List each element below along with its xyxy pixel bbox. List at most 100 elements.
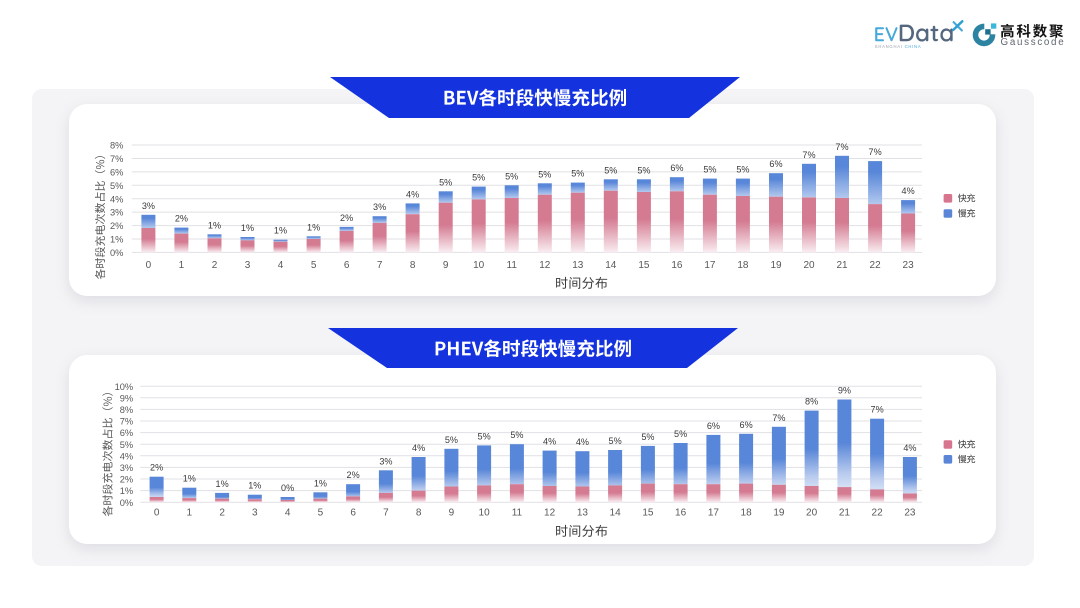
svg-text:4%: 4% (412, 443, 425, 453)
svg-text:5%: 5% (120, 440, 133, 450)
svg-text:5%: 5% (674, 429, 687, 439)
svg-text:15: 15 (642, 508, 654, 519)
svg-text:7%: 7% (835, 142, 848, 152)
svg-text:21: 21 (836, 260, 848, 271)
svg-text:1: 1 (187, 508, 193, 519)
svg-text:5%: 5% (736, 165, 749, 175)
svg-text:3%: 3% (379, 456, 392, 466)
svg-text:6: 6 (350, 508, 356, 519)
svg-text:8%: 8% (110, 141, 123, 151)
svg-text:10: 10 (479, 508, 491, 519)
svg-text:4%: 4% (903, 443, 916, 453)
svg-text:6%: 6% (110, 168, 123, 178)
svg-text:4%: 4% (120, 451, 133, 461)
svg-text:5%: 5% (641, 432, 654, 442)
svg-text:12: 12 (544, 508, 556, 519)
svg-text:3: 3 (252, 508, 258, 519)
svg-text:5%: 5% (609, 436, 622, 446)
svg-text:7%: 7% (772, 413, 785, 423)
svg-text:1%: 1% (216, 479, 229, 489)
svg-text:4: 4 (278, 260, 284, 271)
svg-text:20: 20 (803, 260, 815, 271)
svg-text:23: 23 (903, 260, 915, 271)
svg-text:2%: 2% (340, 213, 353, 223)
svg-text:2%: 2% (110, 221, 123, 231)
svg-text:13: 13 (572, 260, 584, 271)
svg-text:17: 17 (704, 260, 716, 271)
svg-text:16: 16 (671, 260, 683, 271)
svg-text:7%: 7% (802, 150, 815, 160)
svg-text:9%: 9% (120, 393, 133, 403)
svg-text:7%: 7% (871, 405, 884, 415)
svg-text:0%: 0% (281, 483, 294, 493)
svg-text:1%: 1% (208, 220, 221, 230)
svg-text:5: 5 (318, 508, 324, 519)
svg-text:9%: 9% (838, 386, 851, 396)
svg-text:19: 19 (773, 508, 785, 519)
svg-text:5%: 5% (445, 435, 458, 445)
svg-text:1%: 1% (241, 223, 254, 233)
svg-text:5%: 5% (703, 165, 716, 175)
svg-text:20: 20 (806, 508, 818, 519)
svg-text:5%: 5% (510, 430, 523, 440)
svg-text:3%: 3% (120, 463, 133, 473)
svg-text:22: 22 (870, 260, 882, 271)
svg-text:5%: 5% (571, 169, 584, 179)
svg-text:3: 3 (245, 260, 251, 271)
svg-text:4%: 4% (406, 189, 419, 199)
svg-text:1%: 1% (307, 222, 320, 232)
svg-text:5%: 5% (637, 165, 650, 175)
svg-text:6%: 6% (740, 420, 753, 430)
svg-text:7%: 7% (869, 147, 882, 157)
svg-text:5: 5 (311, 260, 317, 271)
svg-text:18: 18 (741, 508, 753, 519)
svg-text:8: 8 (416, 508, 422, 519)
svg-text:0%: 0% (120, 498, 133, 508)
svg-text:6%: 6% (769, 159, 782, 169)
svg-text:8%: 8% (805, 397, 818, 407)
svg-text:3%: 3% (110, 208, 123, 218)
svg-text:1%: 1% (274, 226, 287, 236)
svg-text:9: 9 (449, 508, 455, 519)
svg-text:5%: 5% (604, 165, 617, 175)
svg-text:14: 14 (610, 508, 622, 519)
svg-text:2%: 2% (150, 463, 163, 473)
svg-text:23: 23 (904, 508, 916, 519)
svg-text:9: 9 (443, 260, 449, 271)
svg-text:10%: 10% (115, 382, 134, 392)
svg-text:2%: 2% (120, 475, 133, 485)
svg-text:21: 21 (839, 508, 851, 519)
svg-text:4%: 4% (543, 437, 556, 447)
svg-text:6%: 6% (707, 421, 720, 431)
svg-text:0: 0 (146, 260, 152, 271)
svg-text:15: 15 (638, 260, 650, 271)
svg-text:5%: 5% (478, 431, 491, 441)
svg-text:12: 12 (539, 260, 551, 271)
svg-text:16: 16 (675, 508, 687, 519)
svg-text:4%: 4% (902, 186, 915, 196)
svg-text:7: 7 (383, 508, 389, 519)
svg-text:0%: 0% (110, 248, 123, 258)
svg-text:1%: 1% (314, 478, 327, 488)
svg-text:1%: 1% (183, 474, 196, 484)
svg-text:11: 11 (507, 260, 518, 271)
svg-text:6%: 6% (670, 163, 683, 173)
svg-text:4%: 4% (110, 194, 123, 204)
svg-text:17: 17 (708, 508, 720, 519)
svg-text:19: 19 (770, 260, 782, 271)
svg-text:1%: 1% (120, 486, 133, 496)
svg-text:2%: 2% (347, 470, 360, 480)
svg-text:11: 11 (512, 508, 523, 519)
svg-text:5%: 5% (472, 173, 485, 183)
svg-text:Gausscode: Gausscode (1001, 37, 1066, 48)
svg-text:1%: 1% (248, 481, 261, 491)
svg-text:1%: 1% (110, 235, 123, 245)
svg-text:6: 6 (344, 260, 350, 271)
svg-text:4%: 4% (576, 437, 589, 447)
svg-text:0: 0 (154, 508, 160, 519)
svg-text:7%: 7% (120, 417, 133, 427)
svg-text:18: 18 (737, 260, 749, 271)
svg-text:7: 7 (377, 260, 383, 271)
svg-text:1: 1 (179, 260, 185, 271)
svg-text:8%: 8% (120, 405, 133, 415)
